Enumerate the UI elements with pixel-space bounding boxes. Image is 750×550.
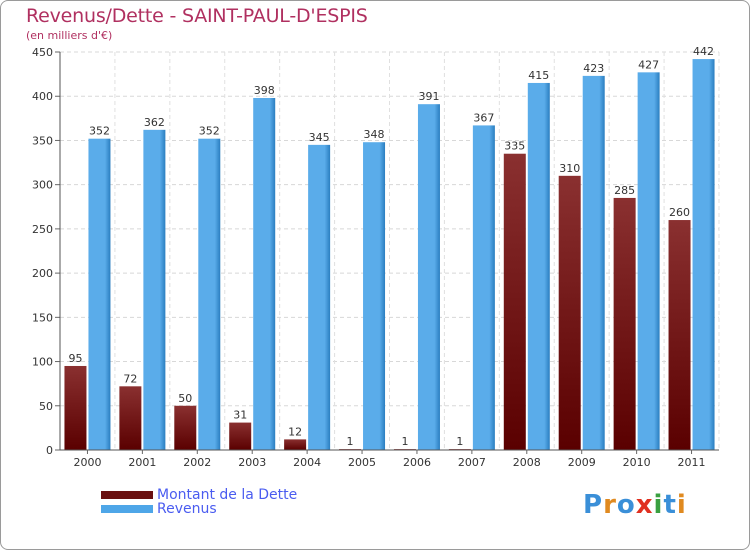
bar-dette <box>668 220 691 450</box>
data-label-revenus: 367 <box>473 111 494 124</box>
y-tick-label: 0 <box>46 444 53 457</box>
bar-dette <box>503 153 526 450</box>
data-label-dette: 1 <box>347 435 354 448</box>
proxiti-logo: Proxiti <box>583 490 687 520</box>
y-tick-label: 200 <box>32 267 53 280</box>
data-label-dette: 260 <box>669 206 690 219</box>
y-tick-label: 150 <box>32 311 53 324</box>
y-tick-label: 450 <box>32 46 53 59</box>
bar-revenus <box>417 104 440 450</box>
bar-revenus <box>582 75 605 450</box>
data-label-revenus: 442 <box>693 45 714 58</box>
data-label-dette: 95 <box>68 352 82 365</box>
y-tick-label: 300 <box>32 179 53 192</box>
data-label-revenus: 352 <box>89 125 110 138</box>
bar-revenus <box>88 138 111 451</box>
bar-revenus <box>363 142 386 451</box>
data-label-dette: 1 <box>401 435 408 448</box>
legend-item-dette: Montant de la Dette <box>101 487 297 503</box>
x-tick-label: 2010 <box>623 456 651 469</box>
chart-title: Revenus/Dette - SAINT-PAUL-D'ESPIS <box>26 5 368 27</box>
chart-subtitle: (en milliers d'€) <box>26 29 113 42</box>
data-label-dette: 72 <box>123 372 137 385</box>
data-label-dette: 31 <box>233 409 247 422</box>
bar-dette <box>613 197 636 450</box>
logo-letter: r <box>603 490 617 520</box>
grid-layer <box>59 51 720 451</box>
x-tick-label: 2003 <box>238 456 266 469</box>
label-layer: 95 352 72 362 50 352 31 398 12 345 1 348 1 391 1 367 335… <box>68 45 714 448</box>
data-label-revenus: 345 <box>309 131 330 144</box>
data-label-revenus: 427 <box>638 58 659 71</box>
bar-revenus <box>527 82 550 450</box>
legend-swatch-dette <box>101 491 153 499</box>
y-tick-label: 400 <box>32 90 53 103</box>
data-label-revenus: 348 <box>364 128 385 141</box>
y-tick-label: 100 <box>32 356 53 369</box>
y-tick-label: 250 <box>32 223 53 236</box>
bar-dette <box>119 386 142 450</box>
data-label-dette: 310 <box>559 162 580 175</box>
bar-revenus <box>692 59 715 450</box>
logo-letter: P <box>583 490 604 520</box>
data-label-dette: 50 <box>178 392 192 405</box>
y-tick-label: 350 <box>32 134 53 147</box>
data-label-revenus: 415 <box>528 69 549 82</box>
bar-revenus <box>253 97 276 450</box>
bar-revenus <box>472 125 495 451</box>
x-tick-label: 2005 <box>348 456 376 469</box>
y-tick-label: 50 <box>39 400 53 413</box>
logo-letter: x <box>635 490 654 520</box>
data-label-revenus: 423 <box>583 62 604 75</box>
legend-label-revenus: Revenus <box>157 501 217 517</box>
legend-label-dette: Montant de la Dette <box>157 487 298 503</box>
bar-revenus <box>198 138 221 451</box>
data-label-dette: 12 <box>288 425 302 438</box>
legend-swatch-revenus <box>101 505 153 513</box>
bar-dette <box>64 365 87 450</box>
data-label-revenus: 362 <box>144 116 165 129</box>
x-tick-label: 2006 <box>403 456 431 469</box>
data-label-dette: 335 <box>504 140 525 153</box>
bar-dette <box>558 175 581 451</box>
data-label-revenus: 398 <box>254 84 275 97</box>
bar-revenus <box>637 72 660 450</box>
bar-layer <box>64 59 715 451</box>
x-tick-label: 2000 <box>73 456 101 469</box>
x-tick-label: 2007 <box>458 456 486 469</box>
x-tick-label: 2002 <box>183 456 211 469</box>
data-label-revenus: 391 <box>418 90 439 103</box>
x-tick-label: 2009 <box>568 456 596 469</box>
x-tick-label: 2008 <box>513 456 541 469</box>
bar-revenus <box>143 129 166 450</box>
bar-dette <box>229 422 252 450</box>
bar-revenus <box>308 144 331 450</box>
x-tick-label: 2004 <box>293 456 321 469</box>
logo-letter: o <box>616 490 636 520</box>
logo-letter: i <box>676 490 687 520</box>
bar-dette <box>284 439 307 450</box>
data-label-dette: 285 <box>614 184 635 197</box>
x-tick-label: 2011 <box>678 456 706 469</box>
logo-letter: i <box>653 490 664 520</box>
bar-dette <box>174 405 197 450</box>
data-label-revenus: 352 <box>199 125 220 138</box>
legend-item-revenus: Revenus <box>101 501 217 517</box>
logo-letter: t <box>663 490 677 520</box>
x-tick-label: 2001 <box>128 456 156 469</box>
data-label-dette: 1 <box>456 435 463 448</box>
